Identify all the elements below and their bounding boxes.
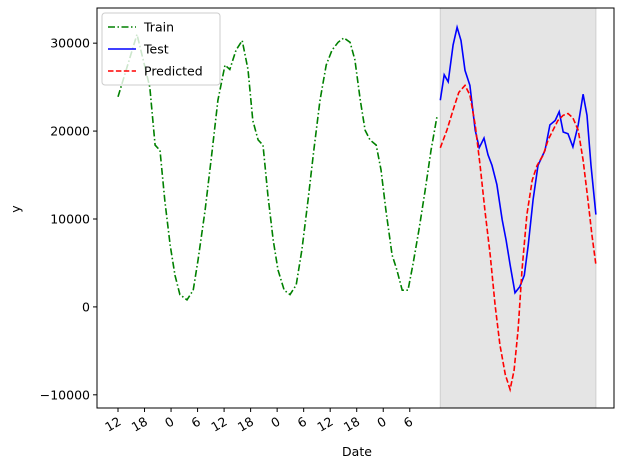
x-tick-label: 0 [374,414,388,431]
y-tick-label: 10000 [50,211,90,226]
y-axis-label: y [8,205,23,213]
y-tick-label: 20000 [50,124,90,139]
legend-label: Test [143,42,169,57]
x-tick-label: 0 [162,414,176,431]
legend-label: Train [143,20,174,35]
x-tick-label: 6 [295,414,309,431]
plot-frame [96,7,615,409]
x-tick-label: 18 [235,414,256,435]
x-tick-label: 12 [314,414,335,435]
shaded-region [439,7,597,409]
x-tick-label: 6 [401,414,415,431]
x-axis-label: Date [342,444,372,459]
x-tick-label: 0 [268,414,282,431]
x-tick-label: 12 [208,414,229,435]
x-tick-label: 6 [189,414,203,431]
legend-box [101,12,221,86]
x-tick-label: 18 [341,414,362,435]
y-tick-label: 30000 [50,36,90,51]
series-line [117,31,438,302]
series-line [439,24,597,295]
y-tick-label: 0 [82,299,90,314]
x-tick-label: 18 [129,414,150,435]
x-tick-label: 12 [102,414,123,435]
y-tick-label: −10000 [40,387,90,402]
legend-label: Predicted [144,64,203,79]
series-line [439,83,597,393]
